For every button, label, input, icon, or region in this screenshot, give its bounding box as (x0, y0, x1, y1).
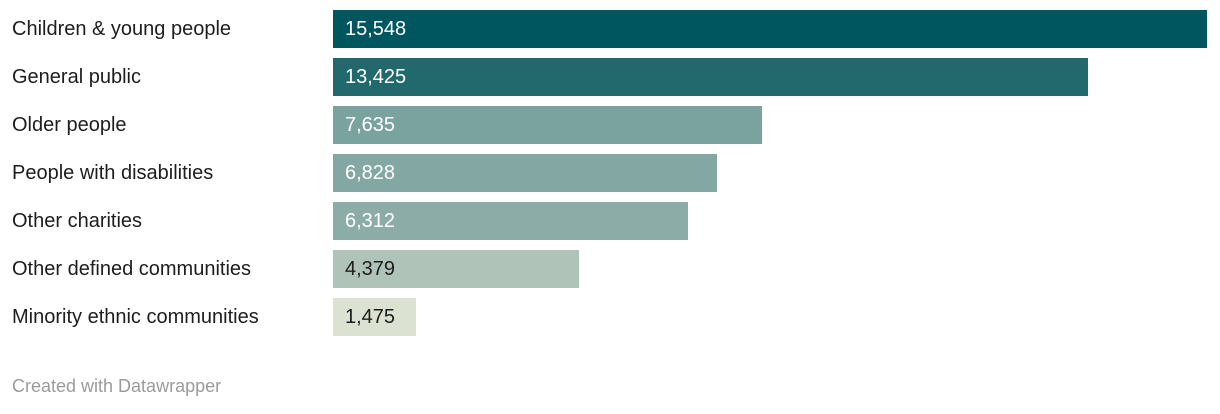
bar-track: 4,379 (333, 250, 1220, 288)
bar-row: People with disabilities 6,828 (0, 154, 1220, 192)
value-label: 6,828 (345, 161, 396, 184)
bar-row: Other defined communities 4,379 (0, 250, 1220, 288)
bar-rows: Children & young people 15,548 General pub… (0, 10, 1220, 336)
category-label: Older people (12, 114, 127, 136)
value-label: 15,548 (345, 17, 407, 40)
bar-chart: Children & young people 15,548 General pub… (0, 10, 1220, 396)
bar-track: 6,828 (333, 154, 1220, 192)
bar: 15,548 (333, 10, 1207, 48)
category-label: Minority ethnic communities (12, 306, 259, 328)
bar: 6,828 (333, 154, 717, 192)
value-label: 13,425 (345, 65, 407, 88)
bar: 6,312 (333, 202, 688, 240)
category-label: Children & young people (12, 18, 232, 40)
bar-track: 7,635 (333, 106, 1220, 144)
bar-track: 1,475 (333, 298, 1220, 336)
value-label: 4,379 (345, 257, 396, 280)
category-label: General public (12, 66, 141, 88)
category-label: Other defined communities (12, 258, 252, 280)
bar-row: Other charities 6,312 (0, 202, 1220, 240)
bar-track: 13,425 (333, 58, 1220, 96)
bar-row: Older people 7,635 (0, 106, 1220, 144)
bar-row: General public 13,425 (0, 58, 1220, 96)
category-label: Other charities (12, 210, 143, 232)
bar-row: Children & young people 15,548 (0, 10, 1220, 48)
bar-track: 6,312 (333, 202, 1220, 240)
value-label: 6,312 (345, 209, 396, 232)
bar-track: 15,548 (333, 10, 1220, 48)
bar: 4,379 (333, 250, 579, 288)
bar-row: Minority ethnic communities 1,475 (0, 298, 1220, 336)
category-label: People with disabilities (12, 162, 214, 184)
datawrapper-attribution-link[interactable]: Created with Datawrapper (12, 376, 222, 396)
value-label: 1,475 (345, 305, 396, 328)
value-label: 7,635 (345, 113, 396, 136)
bar: 7,635 (333, 106, 762, 144)
bar: 13,425 (333, 58, 1088, 96)
bar: 1,475 (333, 298, 416, 336)
